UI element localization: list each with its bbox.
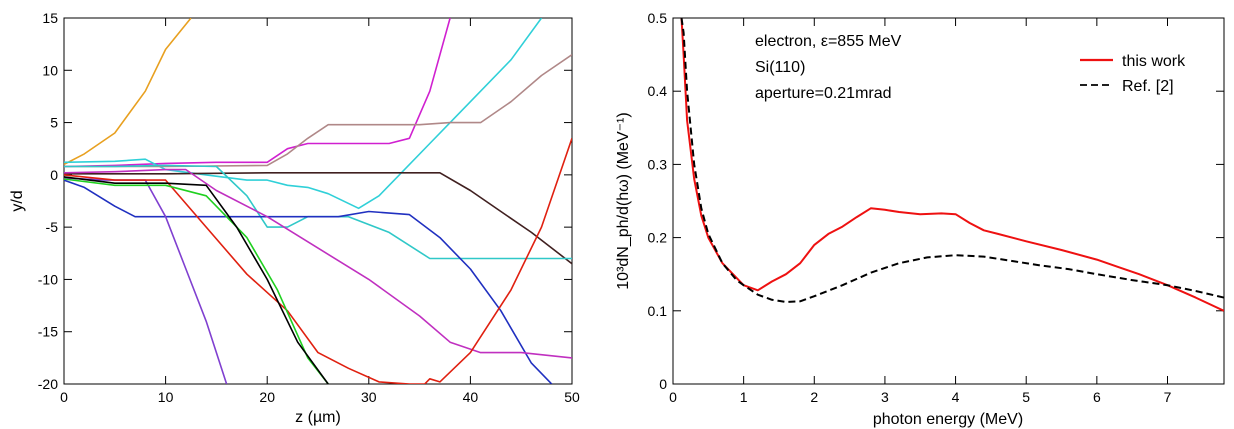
right-y-tick-label: 0.2 (648, 230, 668, 246)
legend-label-this-work: this work (1122, 53, 1186, 70)
right-series-line-1 (680, 18, 1224, 303)
left-series-line-9 (64, 138, 572, 384)
left-y-tick-label: -10 (38, 271, 58, 287)
right-x-tick-label: 5 (1022, 389, 1030, 405)
left-y-tick-label: 5 (50, 115, 58, 131)
right-plot-ticks: 0 1 2 3 4 5 6 7 0 0.1 0.2 0.3 0.4 0.5 (648, 10, 1224, 405)
left-series-line-7 (64, 168, 572, 359)
left-series-line-0 (64, 18, 192, 166)
left-y-tick-label: 15 (42, 10, 58, 26)
left-series-line-6 (64, 179, 553, 384)
annotation-aperture: aperture=0.21mrad (755, 85, 892, 102)
left-x-tick-label: 30 (361, 389, 377, 405)
left-x-tick-label: 0 (60, 389, 68, 405)
left-series-line-4 (64, 172, 572, 265)
right-spectrum-plot: 0 1 2 3 4 5 6 7 0 0.1 0.2 0.3 0.4 0.5 photon energy (… (615, 10, 1225, 428)
right-x-tick-label: 4 (952, 389, 960, 405)
right-y-tick-label: 0.4 (648, 83, 668, 99)
right-x-axis-label: photon energy (MeV) (873, 411, 1023, 428)
left-x-tick-label: 10 (158, 389, 174, 405)
left-plot-ticks: 0 10 20 30 40 50 -20 -15 -10 -5 0 5 10 15 (38, 10, 580, 405)
right-x-tick-label: 7 (1164, 389, 1172, 405)
annotation-crystal: Si(110) (755, 59, 805, 76)
right-y-tick-label: 0.3 (648, 156, 668, 172)
right-x-tick-label: 2 (810, 389, 818, 405)
left-x-tick-label: 20 (259, 389, 275, 405)
right-x-tick-label: 1 (740, 389, 748, 405)
annotation-beam: electron, ε=855 MeV (755, 33, 902, 50)
left-y-axis-label: y/d (9, 190, 26, 211)
right-y-axis-label: 10³dN_ph/d(hω) (MeV⁻¹) (615, 112, 632, 289)
left-y-tick-label: -20 (38, 376, 58, 392)
left-trajectory-plot: 0 10 20 30 40 50 -20 -15 -10 -5 0 5 10 15 z (µm) y/d (9, 10, 580, 426)
left-series-line-5 (64, 164, 572, 260)
left-y-tick-label: 10 (42, 62, 58, 78)
left-series-line-10 (64, 178, 329, 384)
left-plot-series (64, 18, 572, 384)
legend-label-ref: Ref. [2] (1122, 78, 1174, 95)
left-series-line-11 (64, 176, 329, 384)
right-x-tick-label: 3 (881, 389, 889, 405)
right-plot-frame (672, 17, 1225, 385)
left-series-line-1 (64, 18, 451, 168)
right-x-tick-label: 6 (1093, 389, 1101, 405)
left-y-tick-label: -15 (38, 324, 58, 340)
legend: this work Ref. [2] (1080, 53, 1186, 95)
left-series-line-3 (64, 53, 572, 168)
left-y-tick-label: 0 (50, 167, 58, 183)
left-x-tick-label: 50 (564, 389, 580, 405)
left-series-line-8 (64, 177, 228, 384)
right-y-tick-label: 0.5 (648, 10, 668, 26)
left-x-tick-label: 40 (463, 389, 479, 405)
right-plot-series (680, 18, 1224, 312)
right-x-tick-label: 0 (669, 389, 677, 405)
left-y-tick-label: -5 (46, 219, 59, 235)
left-x-axis-label: z (µm) (295, 409, 341, 426)
right-y-tick-label: 0 (659, 376, 667, 392)
right-y-tick-label: 0.1 (648, 303, 668, 319)
left-plot-frame (63, 17, 573, 385)
